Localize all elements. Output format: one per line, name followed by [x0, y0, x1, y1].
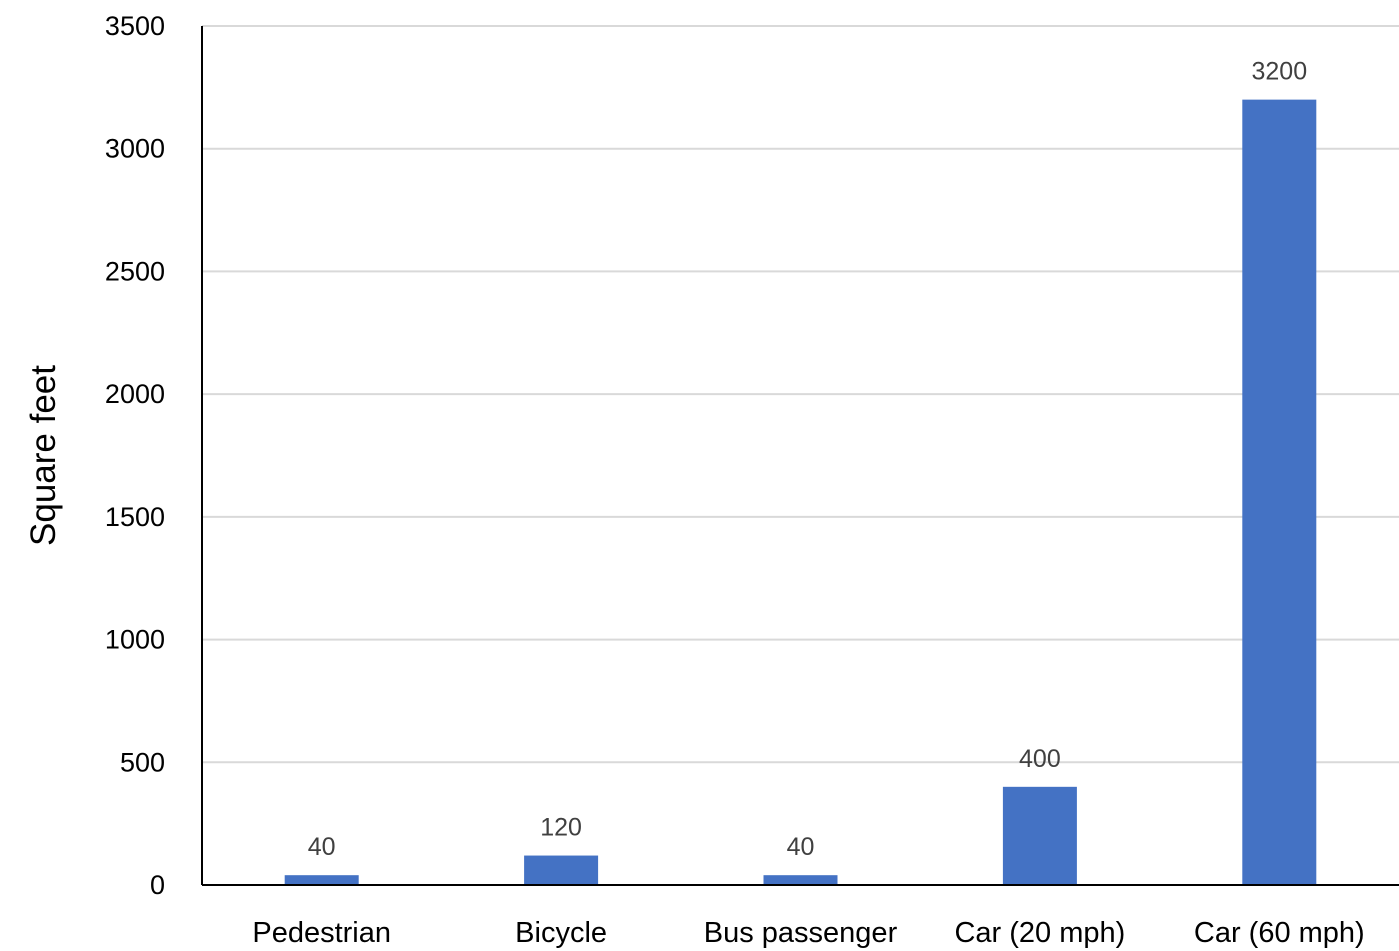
y-tick-label: 3500 — [105, 11, 165, 41]
bar-bus-passenger — [763, 875, 838, 885]
x-category-label: Car (60 mph) — [1194, 917, 1365, 949]
y-tick-label: 2000 — [105, 379, 165, 409]
data-label: 40 — [787, 833, 815, 861]
x-category-label: Bicycle — [515, 917, 607, 949]
bar-bicycle — [524, 855, 599, 885]
axes — [201, 26, 1399, 886]
x-category-label: Car (20 mph) — [954, 917, 1125, 949]
data-label: 3200 — [1251, 58, 1307, 86]
x-category-label: Bus passenger — [704, 917, 898, 949]
gridlines — [202, 25, 1399, 764]
y-tick-label: 3000 — [105, 134, 165, 164]
data-label: 400 — [1019, 745, 1061, 773]
y-tick-label: 2500 — [105, 256, 165, 286]
data-label: 40 — [308, 833, 336, 861]
y-tick-labels: 0 500 1000 1500 2000 2500 3000 3500 — [105, 11, 165, 900]
bar-car-20-mph — [1002, 786, 1077, 885]
y-tick-label: 0 — [150, 870, 165, 900]
bar-pedestrian — [284, 875, 359, 885]
bar-car-60-mph — [1242, 99, 1317, 886]
bars — [284, 99, 1317, 886]
data-labels: 40 120 40 400 3200 — [308, 58, 1307, 862]
data-label: 120 — [540, 814, 582, 842]
y-axis-title: Square feet — [24, 365, 63, 546]
x-category-label: Pedestrian — [252, 917, 391, 949]
y-tick-label: 1500 — [105, 502, 165, 532]
y-tick-label: 500 — [120, 747, 165, 777]
x-category-labels: Pedestrian Bicycle Bus passenger Car (20 mp… — [252, 917, 1364, 949]
y-tick-label: 1000 — [105, 625, 165, 655]
